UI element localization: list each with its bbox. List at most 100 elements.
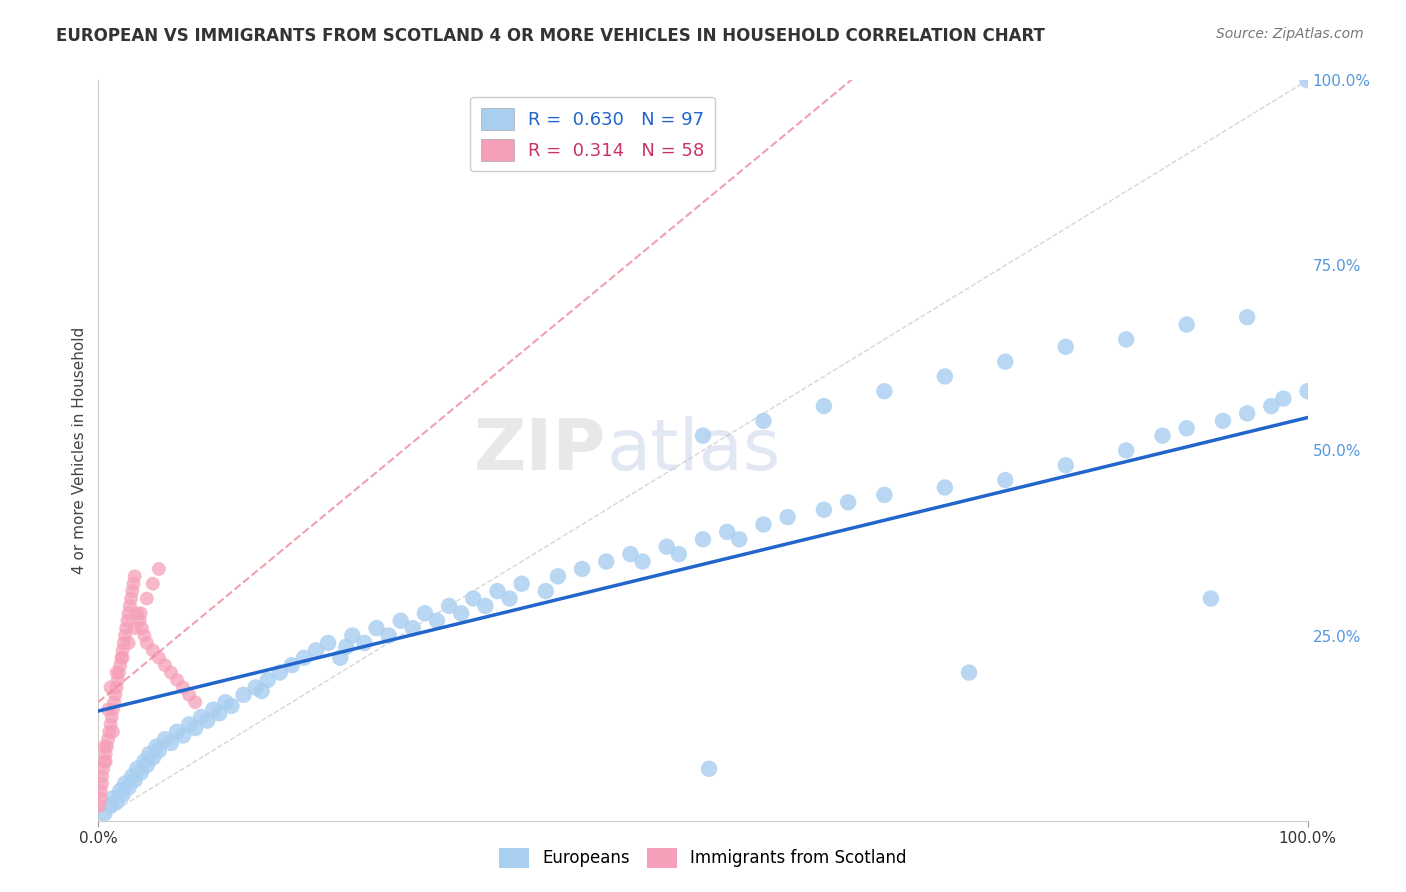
Point [269,665,291,680]
Point [135,591,157,606]
Point [342,628,364,642]
Point [353,636,375,650]
Legend: Europeans, Immigrants from Scotland: Europeans, Immigrants from Scotland [492,841,914,875]
Point [329,650,352,665]
Point [668,547,690,561]
Point [90,784,112,798]
Point [202,703,225,717]
Point [1115,333,1137,347]
Point [179,717,201,731]
Point [94,747,117,761]
Point [114,776,136,791]
Point [1236,310,1258,325]
Point [124,772,146,787]
Point [135,636,157,650]
Point [134,628,156,642]
Point [316,636,339,650]
Point [208,706,231,721]
Point [655,540,678,554]
Point [160,736,183,750]
Point [934,369,956,384]
Point [402,621,425,635]
Point [1115,443,1137,458]
Point [179,688,201,702]
Point [105,795,128,809]
Point [1296,384,1319,399]
Point [534,584,557,599]
Point [776,510,799,524]
Point [752,517,775,532]
Point [94,755,117,769]
Point [184,721,207,735]
Point [134,755,156,769]
Point [1212,414,1234,428]
Point [692,428,714,442]
Point [127,762,149,776]
Point [111,643,134,657]
Point [114,628,136,642]
Point [153,732,176,747]
Point [110,650,132,665]
Point [91,762,114,776]
Point [121,584,143,599]
Point [813,399,835,413]
Point [510,576,533,591]
Point [101,724,124,739]
Point [1260,399,1282,413]
Point [221,698,243,713]
Point [1199,591,1222,606]
Point [166,724,188,739]
Point [148,650,170,665]
Point [105,665,128,680]
Point [100,798,122,813]
Point [184,695,207,709]
Point [172,681,194,695]
Point [450,607,472,621]
Point [195,714,218,728]
Point [305,643,328,657]
Point [697,762,720,776]
Point [101,703,124,717]
Point [128,614,150,628]
Point [547,569,569,583]
Point [692,533,714,547]
Point [873,488,896,502]
Point [107,673,129,687]
Point [142,750,165,764]
Point [873,384,896,399]
Point [115,621,138,635]
Point [148,562,170,576]
Point [389,614,412,628]
Point [413,607,436,621]
Point [108,784,131,798]
Point [994,354,1017,368]
Point [1296,73,1319,87]
Point [112,636,135,650]
Point [153,658,176,673]
Point [292,650,315,665]
Text: Source: ZipAtlas.com: Source: ZipAtlas.com [1216,27,1364,41]
Point [135,758,157,772]
Point [1236,407,1258,421]
Point [101,791,124,805]
Point [124,621,146,635]
Point [366,621,388,635]
Point [118,780,141,795]
Point [474,599,496,613]
Point [160,665,183,680]
Point [91,776,114,791]
Point [98,724,121,739]
Point [100,681,122,695]
Point [118,607,141,621]
Point [813,502,835,516]
Point [93,806,115,821]
Y-axis label: 4 or more Vehicles in Household: 4 or more Vehicles in Household [72,326,87,574]
Point [426,614,449,628]
Point [250,684,273,698]
Point [1054,458,1077,473]
Point [377,628,399,642]
Point [1175,318,1198,332]
Point [103,695,125,709]
Point [498,591,520,606]
Point [105,681,128,695]
